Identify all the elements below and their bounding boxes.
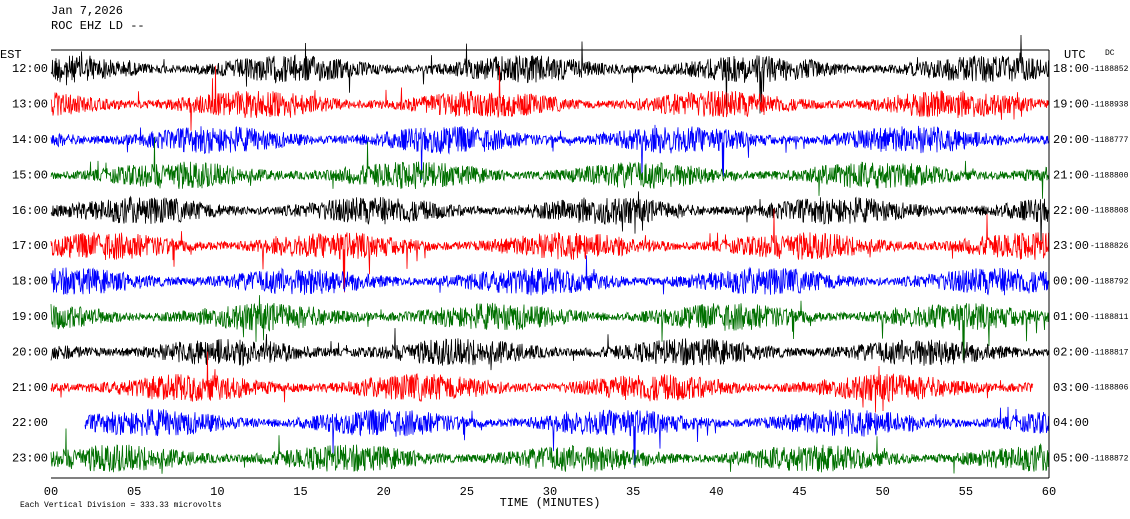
trace [50, 295, 1050, 364]
x-tick-label: 60 [1042, 485, 1056, 499]
est-label: 13:00 [12, 98, 48, 112]
est-label: 18:00 [12, 275, 48, 289]
trace [50, 34, 1050, 114]
x-tick-label: 45 [792, 485, 806, 499]
trace [50, 328, 1050, 371]
offset-label: -1188808 [1090, 207, 1129, 216]
est-label: 16:00 [12, 204, 48, 218]
utc-label: 01:00 [1053, 310, 1089, 324]
trace [50, 208, 1050, 293]
date: Jan 7,2026 [51, 4, 123, 18]
offset-label: -1188800 [1090, 171, 1129, 180]
est-label: 17:00 [12, 239, 48, 253]
x-tick-label: 25 [460, 485, 474, 499]
x-tick-label: 40 [709, 485, 723, 499]
trace [50, 191, 1050, 250]
utc-label: 05:00 [1053, 452, 1089, 466]
offset-label: -1188872 [1090, 455, 1129, 464]
offset-label: -1188826 [1090, 242, 1129, 251]
offset-label: -1188777 [1090, 136, 1129, 145]
offset-label: -1188792 [1090, 278, 1129, 287]
trace [50, 428, 1050, 474]
offset-label: -1188938 [1090, 101, 1129, 110]
x-axis-title: TIME (MINUTES) [500, 496, 601, 510]
offset-label: -1188852 [1090, 65, 1129, 74]
offset-label: -1188811 [1090, 313, 1129, 322]
utc-label: 02:00 [1053, 345, 1089, 359]
est-label: 20:00 [12, 345, 48, 359]
footer: Each Vertical Division = 333.33 microvol… [20, 501, 222, 510]
est-label: 19:00 [12, 310, 48, 324]
x-tick-label: 30 [543, 485, 557, 499]
trace [50, 255, 1050, 296]
utc-label: 18:00 [1053, 62, 1089, 76]
utc-label: 23:00 [1053, 239, 1089, 253]
est-label: 15:00 [12, 168, 48, 182]
x-tick-label: 15 [293, 485, 307, 499]
x-tick-label: 10 [210, 485, 224, 499]
utc-label: 04:00 [1053, 416, 1089, 430]
trace [50, 124, 1050, 181]
traces [50, 34, 1050, 474]
utc-label: 00:00 [1053, 275, 1089, 289]
x-tick-label: 50 [875, 485, 889, 499]
trace [50, 351, 1034, 413]
utc-label: 21:00 [1053, 168, 1089, 182]
x-tick-label: 00 [44, 485, 58, 499]
utc-label: 20:00 [1053, 133, 1089, 147]
trace [50, 65, 1050, 131]
offset-label: -1188806 [1090, 384, 1129, 393]
utc-label: 19:00 [1053, 98, 1089, 112]
est-title: EST [0, 48, 22, 62]
dc-note: DC [1105, 49, 1115, 58]
offset-label: -1188817 [1090, 348, 1129, 357]
utc-label: 22:00 [1053, 204, 1089, 218]
x-tick-label: 20 [376, 485, 390, 499]
est-label: 21:00 [12, 381, 48, 395]
est-label: 12:00 [12, 62, 48, 76]
est-label: 14:00 [12, 133, 48, 147]
trace [50, 136, 1050, 199]
utc-label: 03:00 [1053, 381, 1089, 395]
est-label: 23:00 [12, 452, 48, 466]
utc-title: UTC [1064, 48, 1086, 62]
x-tick-label: 35 [626, 485, 640, 499]
trace [84, 406, 1050, 468]
est-label: 22:00 [12, 416, 48, 430]
x-tick-label: 55 [959, 485, 973, 499]
station: ROC EHZ LD -- [51, 19, 145, 33]
x-tick-label: 05 [127, 485, 141, 499]
